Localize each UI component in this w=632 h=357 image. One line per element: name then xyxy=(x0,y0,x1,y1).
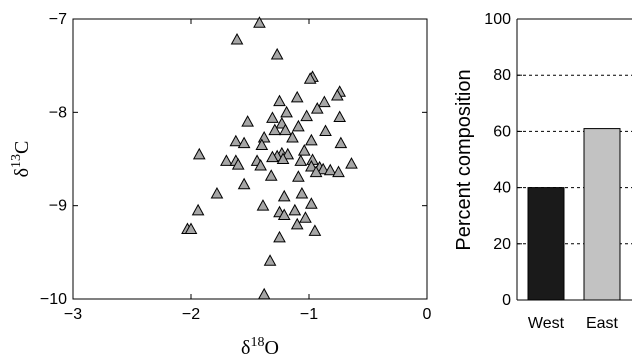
data-point xyxy=(229,134,243,147)
data-point xyxy=(309,165,323,178)
data-point xyxy=(266,111,279,123)
data-point xyxy=(305,159,318,172)
data-point xyxy=(290,217,304,230)
y-tick-label: 100 xyxy=(484,11,511,28)
x-tick-label: −3 xyxy=(64,306,82,323)
data-point xyxy=(270,47,284,60)
data-point xyxy=(305,133,318,146)
y-tick-label: 80 xyxy=(493,67,511,84)
data-point xyxy=(292,170,305,182)
scatter-y-axis-title: δ13C xyxy=(9,141,33,178)
data-point xyxy=(254,158,267,171)
data-point xyxy=(280,105,293,118)
data-point xyxy=(297,144,311,156)
data-point xyxy=(300,109,313,122)
data-point xyxy=(257,130,271,143)
bar-series xyxy=(527,128,621,301)
data-point xyxy=(257,287,271,300)
data-point xyxy=(345,157,358,169)
scatter-plot-frame xyxy=(72,18,428,300)
data-point xyxy=(273,230,286,243)
bar-ticks: 0 20 40 60 80 100 xyxy=(484,11,522,309)
y-tick-label: −10 xyxy=(40,291,67,308)
data-point xyxy=(290,90,304,103)
data-point xyxy=(253,16,266,28)
y-tick-label: 20 xyxy=(493,236,511,253)
data-point xyxy=(184,222,198,234)
data-point xyxy=(191,203,205,216)
bar-east xyxy=(583,128,621,301)
data-point xyxy=(210,186,224,199)
y-tick-label: 40 xyxy=(493,180,511,197)
data-point xyxy=(333,110,347,122)
x-tick-label: −1 xyxy=(300,306,318,323)
scatter-x-axis-title: δ18O xyxy=(241,335,279,357)
y-tick-label: 60 xyxy=(493,123,511,140)
category-label: East xyxy=(586,315,619,332)
data-point xyxy=(237,136,251,149)
data-point xyxy=(317,95,331,108)
scatter-panel: −3 −2 −1 0−10−9−8−7 δ18O δ13C xyxy=(9,11,432,357)
data-point xyxy=(231,158,245,170)
scatter-points xyxy=(181,16,358,300)
data-point xyxy=(319,124,332,136)
data-point xyxy=(237,177,251,190)
data-point xyxy=(230,32,244,45)
data-point xyxy=(220,154,233,166)
data-point xyxy=(263,254,277,266)
y-tick-label: −7 xyxy=(49,11,67,28)
data-point xyxy=(308,224,322,236)
data-point xyxy=(268,123,282,136)
x-tick-label: 0 xyxy=(423,306,432,323)
data-point xyxy=(310,102,324,114)
data-point xyxy=(292,119,305,132)
data-point xyxy=(288,203,302,216)
data-point xyxy=(294,154,308,166)
data-point xyxy=(305,197,318,209)
data-point xyxy=(273,94,286,107)
data-point xyxy=(295,186,309,199)
y-tick-label: −9 xyxy=(49,198,67,215)
data-point xyxy=(303,72,317,84)
data-point xyxy=(255,138,269,150)
category-label: West xyxy=(528,315,565,332)
bar-category-labels: West East xyxy=(528,315,619,332)
x-tick-label: −2 xyxy=(182,306,200,323)
data-point xyxy=(276,152,290,164)
data-point xyxy=(277,189,291,202)
scatter-ticks: −3 −2 −1 0−10−9−8−7 xyxy=(40,11,432,323)
data-point xyxy=(316,162,330,175)
data-point xyxy=(277,208,291,220)
data-point xyxy=(192,147,206,160)
data-point xyxy=(332,165,345,178)
data-point xyxy=(323,163,337,176)
data-point xyxy=(286,130,299,143)
bar-panel: 0 20 40 60 80 100 West East Percent compositio… xyxy=(453,11,632,332)
data-point xyxy=(279,123,292,136)
data-point xyxy=(334,136,348,149)
bar-west xyxy=(527,187,565,301)
data-point xyxy=(264,169,278,181)
bar-y-axis-title: Percent composition xyxy=(453,69,475,250)
data-point xyxy=(266,150,279,163)
data-point xyxy=(241,115,254,127)
data-point xyxy=(299,211,312,223)
data-point xyxy=(330,88,344,101)
y-tick-label: −8 xyxy=(49,104,67,121)
data-point xyxy=(256,199,270,211)
y-tick-label: 0 xyxy=(502,292,511,309)
